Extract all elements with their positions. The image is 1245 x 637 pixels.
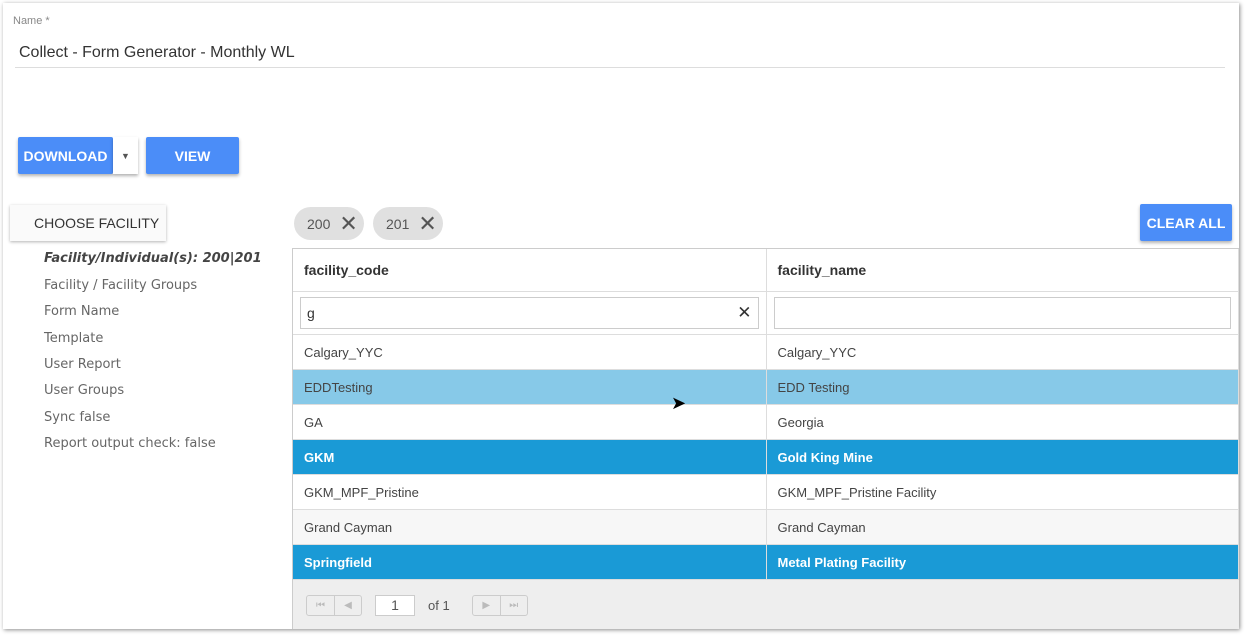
name-label: Name * — [13, 15, 50, 27]
cell-facility-name[interactable]: Metal Plating Facility — [767, 545, 1239, 579]
table-header: facility_code facility_name — [293, 249, 1239, 292]
cell-facility-name[interactable]: EDD Testing — [767, 370, 1239, 404]
filter-value: g — [307, 305, 315, 321]
clear-filter-icon[interactable]: ✕ — [737, 303, 752, 322]
cell-facility-name[interactable]: GKM_MPF_Pristine Facility — [767, 475, 1239, 509]
table-row[interactable]: GA Georgia — [293, 405, 1239, 440]
mouse-cursor-icon: ➤ — [671, 393, 687, 413]
filter-row: g ✕ — [293, 292, 1239, 335]
sidebar-item-template[interactable]: Template — [44, 331, 104, 346]
table-row[interactable]: GKM Gold King Mine — [293, 440, 1239, 475]
cell-facility-code[interactable]: Grand Cayman — [293, 510, 767, 544]
facility-table: facility_code facility_name g ✕ Calgary_Y… — [292, 248, 1239, 629]
sidebar-item-user-report[interactable]: User Report — [44, 357, 121, 372]
name-field[interactable]: Collect - Form Generator - Monthly WL — [19, 44, 295, 61]
sidebar-item-facility-groups[interactable]: Facility / Facility Groups — [44, 278, 198, 293]
prev-page-icon[interactable]: ◀ — [334, 595, 361, 615]
table-row[interactable]: Calgary_YYC Calgary_YYC — [293, 335, 1239, 370]
column-header-facility-code[interactable]: facility_code — [293, 249, 767, 291]
chip-label: 201 — [386, 215, 410, 232]
sidebar-item-sync[interactable]: Sync false — [44, 410, 111, 425]
page-number-input[interactable]: 1 — [375, 594, 415, 616]
cell-facility-code[interactable]: Springfield — [293, 545, 767, 579]
cell-facility-code[interactable]: EDDTesting — [293, 370, 767, 404]
form-window: Name * Collect - Form Generator - Monthl… — [3, 3, 1239, 629]
close-icon[interactable]: ✕ — [418, 210, 437, 236]
facility-code-filter-input[interactable]: g ✕ — [300, 297, 759, 329]
page-count: of 1 — [428, 597, 450, 613]
sidebar-item-report-output-check[interactable]: Report output check: false — [44, 436, 216, 451]
download-button[interactable]: DOWNLOAD — [18, 137, 113, 174]
sidebar-item-user-groups[interactable]: User Groups — [44, 383, 125, 398]
name-underline — [15, 67, 1225, 68]
cell-facility-code[interactable]: GKM_MPF_Pristine — [293, 475, 767, 509]
chip-201: 201 ✕ — [373, 207, 443, 240]
cell-facility-code[interactable]: GKM — [293, 440, 767, 474]
view-button[interactable]: VIEW — [146, 137, 239, 174]
cell-facility-name[interactable]: Grand Cayman — [767, 510, 1239, 544]
facility-name-filter-input[interactable] — [773, 297, 1231, 329]
cell-facility-code[interactable]: Calgary_YYC — [293, 335, 767, 369]
table-row[interactable]: Grand Cayman Grand Cayman — [293, 510, 1239, 545]
cell-facility-name[interactable]: Gold King Mine — [767, 440, 1239, 474]
close-icon[interactable]: ✕ — [339, 210, 358, 236]
table-row[interactable]: GKM_MPF_Pristine GKM_MPF_Pristine Facilit… — [293, 475, 1239, 510]
table-row[interactable]: EDDTesting EDD Testing — [293, 370, 1239, 405]
pagination: ⏮ ◀ 1 of 1 ▶ ⏭ — [293, 580, 1239, 629]
download-dropdown-icon[interactable]: ▼ — [113, 137, 138, 174]
cell-facility-name[interactable]: Georgia — [767, 405, 1239, 439]
column-header-facility-name[interactable]: facility_name — [767, 249, 1239, 291]
last-page-icon[interactable]: ⏭ — [499, 595, 527, 615]
sidebar-item-facility-individuals[interactable]: Facility/Individual(s): 200|201 — [44, 251, 262, 266]
table-row[interactable]: Springfield Metal Plating Facility — [293, 545, 1239, 580]
cell-facility-code[interactable]: GA — [293, 405, 767, 439]
sidebar-item-form-name[interactable]: Form Name — [44, 304, 120, 319]
choose-facility-button[interactable]: CHOOSE FACILITY — [10, 205, 166, 241]
chip-200: 200 ✕ — [294, 207, 364, 240]
first-page-icon[interactable]: ⏮ — [316, 599, 325, 611]
clear-all-button[interactable]: CLEAR ALL — [1140, 204, 1232, 241]
next-page-icon[interactable]: ▶ — [482, 599, 491, 611]
chip-label: 200 — [307, 215, 331, 232]
cell-facility-name[interactable]: Calgary_YYC — [767, 335, 1239, 369]
